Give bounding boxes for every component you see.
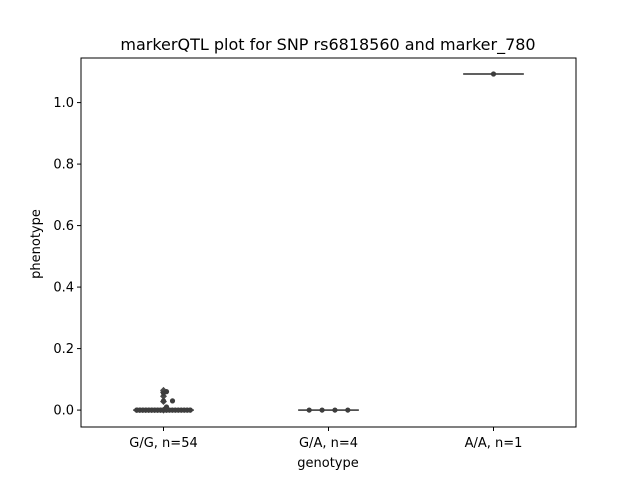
chart-title: markerQTL plot for SNP rs6818560 and mar… (120, 35, 535, 55)
data-point (307, 407, 312, 412)
data-point (164, 389, 169, 394)
data-point (164, 404, 169, 409)
y-tick-label: 0.6 (53, 219, 74, 234)
data-point (319, 407, 324, 412)
x-axis-label: genotype (297, 456, 358, 471)
plot-frame (81, 58, 576, 427)
y-tick-label: 1.0 (53, 96, 74, 111)
plot-area: 0.0 0.2 0.4 0.6 0.8 1.0 G/G, n=54 G/A, n=4 A/A, … (53, 58, 576, 451)
data-point (491, 71, 496, 76)
data-point (161, 398, 166, 403)
y-axis-label: phenotype (29, 209, 44, 279)
data-point (188, 407, 193, 412)
data-point (332, 407, 337, 412)
y-tick-label: 0.0 (53, 404, 74, 419)
x-tick-label: G/G, n=54 (129, 436, 197, 451)
y-tick-label: 0.4 (53, 281, 74, 296)
data-point (345, 407, 350, 412)
x-tick-label: G/A, n=4 (299, 436, 358, 451)
x-tick-label: A/A, n=1 (465, 436, 523, 451)
data-point (170, 398, 175, 403)
y-tick-label: 0.8 (53, 158, 74, 173)
y-tick-label: 0.2 (53, 342, 74, 357)
